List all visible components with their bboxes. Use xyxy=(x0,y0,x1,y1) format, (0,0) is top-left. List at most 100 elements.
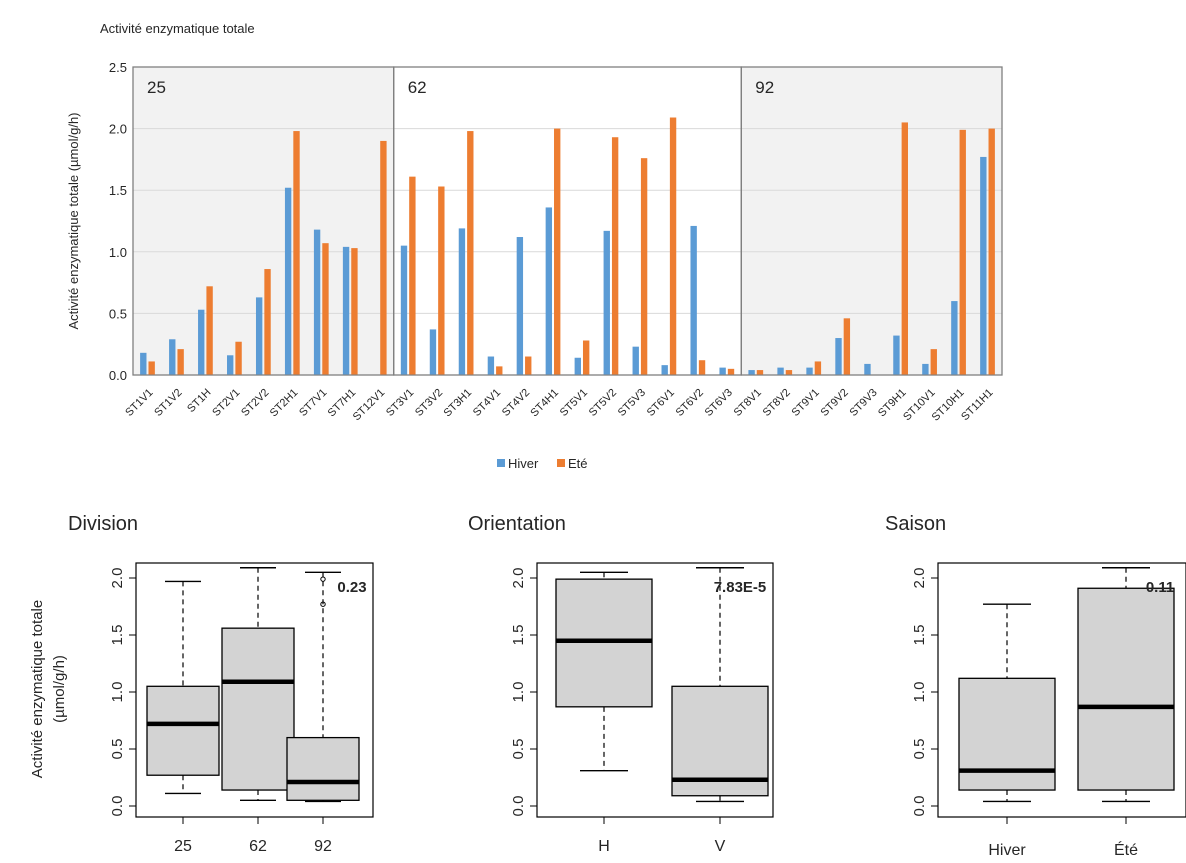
bar-ete-ST2V1 xyxy=(235,341,242,375)
y-tick-label: 0.0 xyxy=(109,368,127,383)
bar-hiver-ST3H1 xyxy=(458,228,466,375)
outlier-point xyxy=(320,601,326,607)
bar-hiver-ST10V1 xyxy=(922,363,929,375)
plot-frame xyxy=(937,562,1186,818)
bar-hiver-ST1V2 xyxy=(169,339,176,375)
bar-ete-ST10H1 xyxy=(959,129,966,375)
bar-hiver-ST3V2 xyxy=(429,329,437,375)
bar-ete-ST9V2 xyxy=(843,318,851,375)
bar-hiver-ST2V1 xyxy=(227,355,234,375)
x-tick-label: V xyxy=(715,838,726,855)
x-tick-label: Été xyxy=(1114,840,1138,859)
chart-title: Activité enzymatique totale xyxy=(100,21,255,36)
group-shade-25 xyxy=(133,67,394,375)
box-H xyxy=(555,578,653,708)
bar-hiver-ST6V1 xyxy=(661,365,668,375)
bar-ete-ST4H1 xyxy=(554,128,561,375)
bar-ete-ST9H1 xyxy=(901,122,908,375)
x-tick-label: 62 xyxy=(249,838,267,855)
x-tick-label: ST5V1 xyxy=(558,387,590,419)
bar-hiver-ST1H xyxy=(198,309,205,375)
panel-title: Orientation xyxy=(468,513,566,535)
bar-ete-ST11H1 xyxy=(988,128,995,375)
bar-ete-ST12V1 xyxy=(380,140,387,375)
y-tick-label: 1.0 xyxy=(109,245,127,260)
y-tick-label: 1.5 xyxy=(109,183,127,198)
y-tick-label: 0.5 xyxy=(510,739,527,760)
bar-ete-ST6V2 xyxy=(698,360,706,375)
bar-hiver-ST3V1 xyxy=(400,245,408,375)
y-tick-label: 2.0 xyxy=(109,122,127,137)
bar-ete-ST7H1 xyxy=(351,248,358,375)
bar-hiver-ST9V1 xyxy=(806,367,813,375)
p-value-annotation: 0.11 xyxy=(1146,579,1174,596)
outlier-point xyxy=(320,576,326,582)
bar-ete-ST1V1 xyxy=(148,361,155,375)
bar-hiver-ST6V3 xyxy=(719,367,726,375)
bar-ete-ST8V1 xyxy=(756,370,764,375)
x-tick-label: ST2V1 xyxy=(210,387,242,419)
bar-ete-ST5V1 xyxy=(582,340,590,375)
x-tick-label: ST6V1 xyxy=(645,387,677,419)
bar-hiver-ST4V1 xyxy=(487,356,495,375)
x-tick-label: Hiver xyxy=(988,842,1026,859)
bar-hiver-ST7V1 xyxy=(313,229,321,375)
bar-hiver-ST8V1 xyxy=(748,370,755,375)
bar-hiver-ST5V1 xyxy=(574,357,581,375)
x-tick-label: ST3H1 xyxy=(442,387,475,420)
bar-ete-ST3V1 xyxy=(409,176,416,375)
bar-ete-ST7V1 xyxy=(322,243,329,375)
x-tick-label: ST6V3 xyxy=(703,387,735,419)
box-92 xyxy=(286,736,360,801)
y-tick-label: 0.5 xyxy=(911,739,928,760)
bar-hiver-ST2H1 xyxy=(284,187,292,375)
x-tick-label: ST4V1 xyxy=(471,387,503,419)
y-tick-label: 1.0 xyxy=(109,682,126,703)
box-Été xyxy=(1077,587,1175,791)
x-tick-label: 92 xyxy=(314,838,332,855)
x-tick-label: ST1V1 xyxy=(123,387,155,419)
box-25 xyxy=(146,685,220,776)
x-tick-label: ST4H1 xyxy=(528,387,561,420)
y-tick-label: 1.0 xyxy=(911,682,928,703)
bar-ete-ST5V2 xyxy=(611,137,619,375)
bar-hiver-ST1V1 xyxy=(140,352,147,375)
x-tick-label: ST2V2 xyxy=(239,387,271,419)
y-tick-label: 1.0 xyxy=(510,682,527,703)
x-tick-label: ST10H1 xyxy=(930,387,967,424)
group-box-62 xyxy=(393,66,742,376)
x-tick-label: ST7V1 xyxy=(297,387,329,419)
bar-hiver-ST7H1 xyxy=(342,246,350,375)
bar-ete-ST4V1 xyxy=(496,366,503,375)
x-tick-label: ST2H1 xyxy=(268,387,301,420)
group-label: 92 xyxy=(755,78,774,97)
x-tick-label: ST12V1 xyxy=(351,387,388,424)
x-tick-label: ST3V2 xyxy=(413,387,445,419)
bar-hiver-ST5V2 xyxy=(603,230,610,375)
legend-label: Hiver xyxy=(508,456,539,471)
box-V xyxy=(671,685,769,797)
x-tick-label: H xyxy=(598,838,610,855)
x-tick-label: ST5V2 xyxy=(587,387,619,419)
bar-hiver-ST2V2 xyxy=(255,297,263,375)
x-tick-label: ST8V1 xyxy=(732,387,764,419)
bar-ete-ST2V2 xyxy=(264,269,271,375)
legend-swatch-ete xyxy=(557,459,565,467)
bar-hiver-ST8V2 xyxy=(777,367,784,375)
bar-hiver-ST9V3 xyxy=(864,363,871,375)
y-tick-label: 0.5 xyxy=(109,306,127,321)
box-Hiver xyxy=(958,677,1056,791)
x-tick-label: 25 xyxy=(174,838,192,855)
panel-title: Division xyxy=(68,513,138,535)
bar-ete-ST9V1 xyxy=(814,361,822,375)
x-tick-label: ST9V3 xyxy=(847,387,879,419)
bar-ete-ST6V3 xyxy=(727,368,735,375)
bar-hiver-ST4V2 xyxy=(516,237,524,375)
x-tick-label: ST8V2 xyxy=(761,387,793,419)
y-tick-label: 2.0 xyxy=(109,568,126,589)
bar-ete-ST1H xyxy=(206,286,213,375)
x-tick-label: ST5V3 xyxy=(616,387,648,419)
y-tick-label: 1.5 xyxy=(510,625,527,646)
bar-hiver-ST5V3 xyxy=(632,346,639,375)
